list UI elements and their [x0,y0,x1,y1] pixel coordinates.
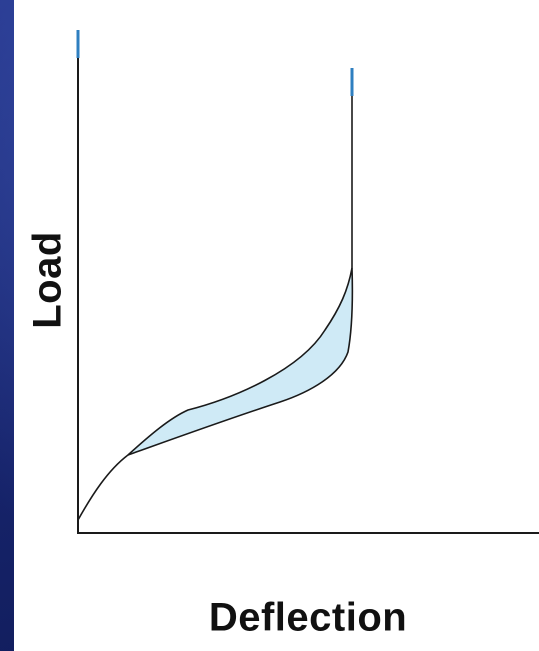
y-axis-label: Load [25,231,70,329]
loading-curve [77,267,353,521]
figure-panel [14,0,539,651]
x-axis-label: Deflection [208,595,408,640]
unloading-curve [127,267,354,456]
